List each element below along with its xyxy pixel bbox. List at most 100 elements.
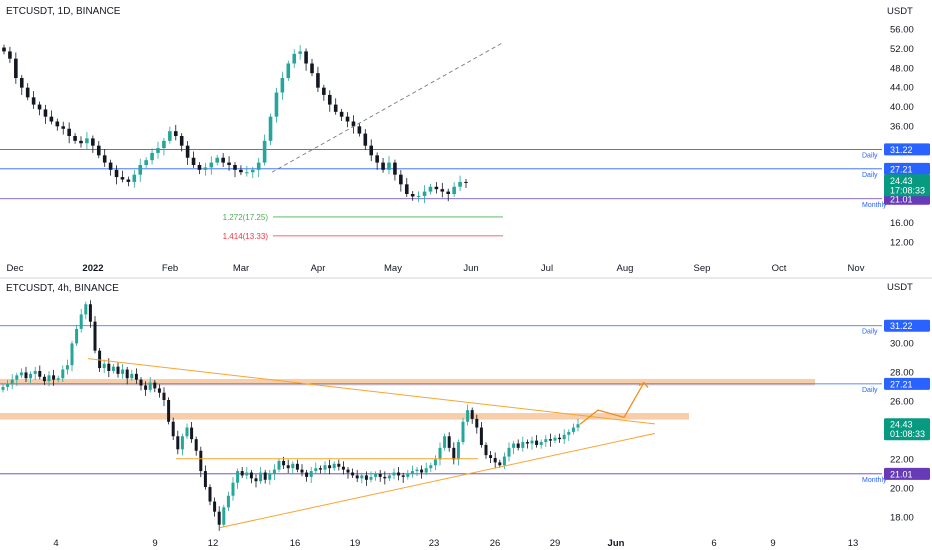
four-hour-level-note: Daily — [862, 329, 878, 336]
four-hour-candle — [116, 366, 120, 374]
fib-level-label: 1.272(17.25) — [223, 213, 269, 222]
daily-x-tick: 2022 — [82, 263, 103, 274]
daily-x-tick: Aug — [617, 263, 634, 274]
four-hour-candle — [38, 370, 42, 377]
four-hour-candle — [254, 478, 258, 482]
four-hour-candle — [240, 471, 244, 476]
daily-trend-line[interactable] — [271, 41, 505, 173]
four-hour-level-value: 27.21 — [890, 379, 913, 389]
daily-candle — [351, 121, 356, 127]
daily-x-tick: Mar — [233, 263, 249, 274]
four-hour-candle — [314, 468, 318, 472]
four-hour-candle — [346, 469, 350, 473]
four-hour-candle — [539, 442, 543, 445]
four-hour-candle — [378, 473, 382, 477]
resistance-zone[interactable] — [0, 378, 815, 386]
daily-candle — [209, 162, 214, 168]
four-hour-candle — [263, 472, 267, 480]
daily-level-note: Daily — [862, 172, 878, 179]
daily-candle — [387, 162, 391, 170]
four-hour-y-tick: 28.00 — [890, 367, 914, 378]
four-hour-x-tick: 12 — [208, 538, 219, 549]
daily-candle — [185, 145, 190, 158]
four-hour-candle — [52, 375, 56, 380]
daily-x-tick: May — [384, 263, 402, 274]
four-hour-x-tick: 6 — [711, 538, 716, 549]
projection-path[interactable] — [579, 382, 645, 425]
four-hour-x-tick: 29 — [550, 538, 561, 549]
four-hour-candle — [530, 440, 534, 444]
daily-candle — [8, 51, 12, 59]
daily-candle — [316, 73, 320, 88]
daily-candle — [410, 194, 415, 197]
four-hour-candle — [493, 458, 497, 463]
daily-candle — [233, 165, 237, 170]
daily-candle — [245, 172, 249, 174]
four-hour-candle — [277, 460, 281, 470]
four-hour-candle — [1, 386, 5, 390]
daily-candle — [108, 162, 113, 170]
four-hour-candle — [203, 471, 207, 488]
four-hour-candle — [236, 471, 240, 483]
daily-countdown: 17:08:33 — [890, 185, 925, 195]
daily-candle — [440, 189, 445, 192]
four-hour-candle — [360, 475, 364, 479]
daily-candle — [156, 148, 160, 153]
daily-candle — [168, 131, 172, 141]
daily-candle — [298, 51, 302, 54]
daily-candle — [280, 78, 285, 93]
daily-candle — [120, 177, 125, 180]
daily-candle — [310, 63, 314, 74]
four-hour-candle — [438, 447, 442, 460]
daily-candle — [191, 157, 196, 165]
ascending-trendline[interactable] — [219, 432, 656, 529]
four-hour-candle — [489, 455, 493, 459]
daily-price-badge — [884, 174, 930, 197]
four-hour-x-tick: 9 — [770, 538, 775, 549]
daily-candle — [339, 111, 344, 117]
four-hour-candle — [516, 443, 520, 448]
daily-candle — [203, 167, 208, 170]
four-hour-candle — [507, 447, 511, 457]
daily-candle — [138, 165, 143, 175]
four-hour-candle — [562, 434, 566, 440]
four-hour-candle — [268, 473, 272, 480]
daily-level-badge — [884, 143, 930, 156]
daily-candle — [150, 152, 154, 161]
four-hour-candle — [130, 373, 134, 379]
four-hour-currency-label: USDT — [887, 282, 913, 293]
four-hour-candle — [305, 472, 309, 477]
four-hour-candle — [355, 475, 359, 479]
four-hour-candle — [222, 507, 226, 525]
four-hour-candle — [65, 365, 69, 370]
four-hour-candle — [107, 363, 111, 371]
daily-candle — [96, 145, 101, 156]
four-hour-candle — [406, 473, 410, 477]
daily-candle — [357, 126, 362, 134]
daily-candle — [55, 121, 60, 127]
four-hour-y-tick: 22.00 — [890, 454, 914, 465]
daily-candle — [19, 78, 24, 88]
daily-candle — [292, 53, 297, 64]
daily-candle — [375, 155, 379, 163]
daily-candle — [381, 162, 385, 170]
daily-candle — [286, 63, 291, 78]
four-hour-candle — [144, 385, 148, 390]
four-hour-candle — [479, 427, 483, 445]
daily-candle — [173, 131, 178, 136]
daily-candle — [114, 169, 119, 178]
daily-candle — [132, 174, 137, 182]
four-hour-candle — [567, 431, 571, 435]
four-hour-candle — [157, 388, 161, 393]
resistance-zone[interactable] — [0, 413, 689, 420]
daily-last-price: 24.43 — [890, 176, 913, 186]
daily-candle — [274, 92, 279, 117]
daily-candle — [73, 136, 77, 141]
daily-y-tick: 56.00 — [890, 25, 914, 36]
four-hour-y-tick: 30.00 — [890, 338, 914, 349]
daily-candle — [452, 186, 456, 194]
daily-candle — [79, 140, 83, 144]
four-hour-candle — [226, 495, 230, 508]
descending-trendline[interactable] — [87, 358, 656, 425]
daily-currency-label: USDT — [887, 6, 913, 17]
